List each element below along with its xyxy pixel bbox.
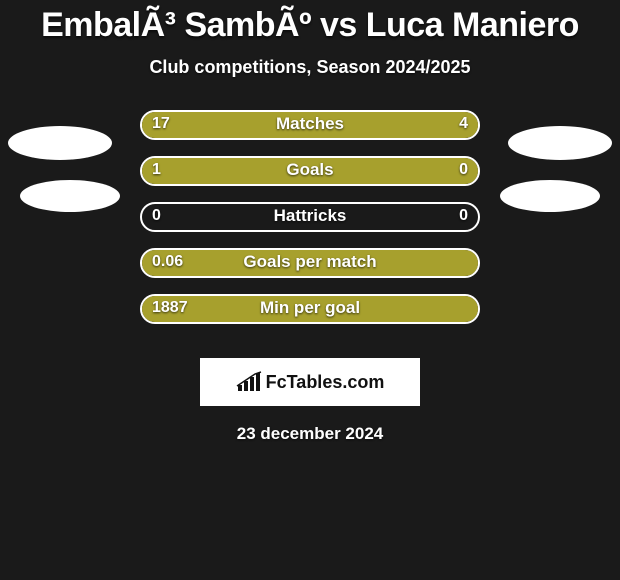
stat-row: Min per goal1887 bbox=[0, 294, 620, 340]
stat-bar-left-fill bbox=[142, 112, 401, 138]
stat-row: Goals per match0.06 bbox=[0, 248, 620, 294]
date-label: 23 december 2024 bbox=[0, 424, 620, 444]
stat-bar-track bbox=[140, 294, 480, 324]
stat-bar-left-fill bbox=[142, 250, 478, 276]
stat-row: Matches174 bbox=[0, 110, 620, 156]
stat-bar-left-fill bbox=[142, 296, 478, 322]
stat-bar-track bbox=[140, 202, 480, 232]
logo-box[interactable]: FcTables.com bbox=[200, 358, 420, 406]
page-title: EmbalÃ³ SambÃº vs Luca Maniero bbox=[0, 6, 620, 45]
stat-bar-left-fill bbox=[142, 158, 411, 184]
bar-chart-icon bbox=[236, 371, 262, 393]
stat-bar-track bbox=[140, 248, 480, 278]
stat-bar-track bbox=[140, 156, 480, 186]
stats-area: Matches174Goals10Hattricks00Goals per ma… bbox=[0, 110, 620, 340]
stat-bar-track bbox=[140, 110, 480, 140]
stat-row: Goals10 bbox=[0, 156, 620, 202]
stat-bar-right-fill bbox=[401, 112, 478, 138]
logo-text: FcTables.com bbox=[266, 372, 385, 393]
stat-bar-right-fill bbox=[411, 158, 478, 184]
stat-row: Hattricks00 bbox=[0, 202, 620, 248]
subtitle: Club competitions, Season 2024/2025 bbox=[0, 57, 620, 78]
